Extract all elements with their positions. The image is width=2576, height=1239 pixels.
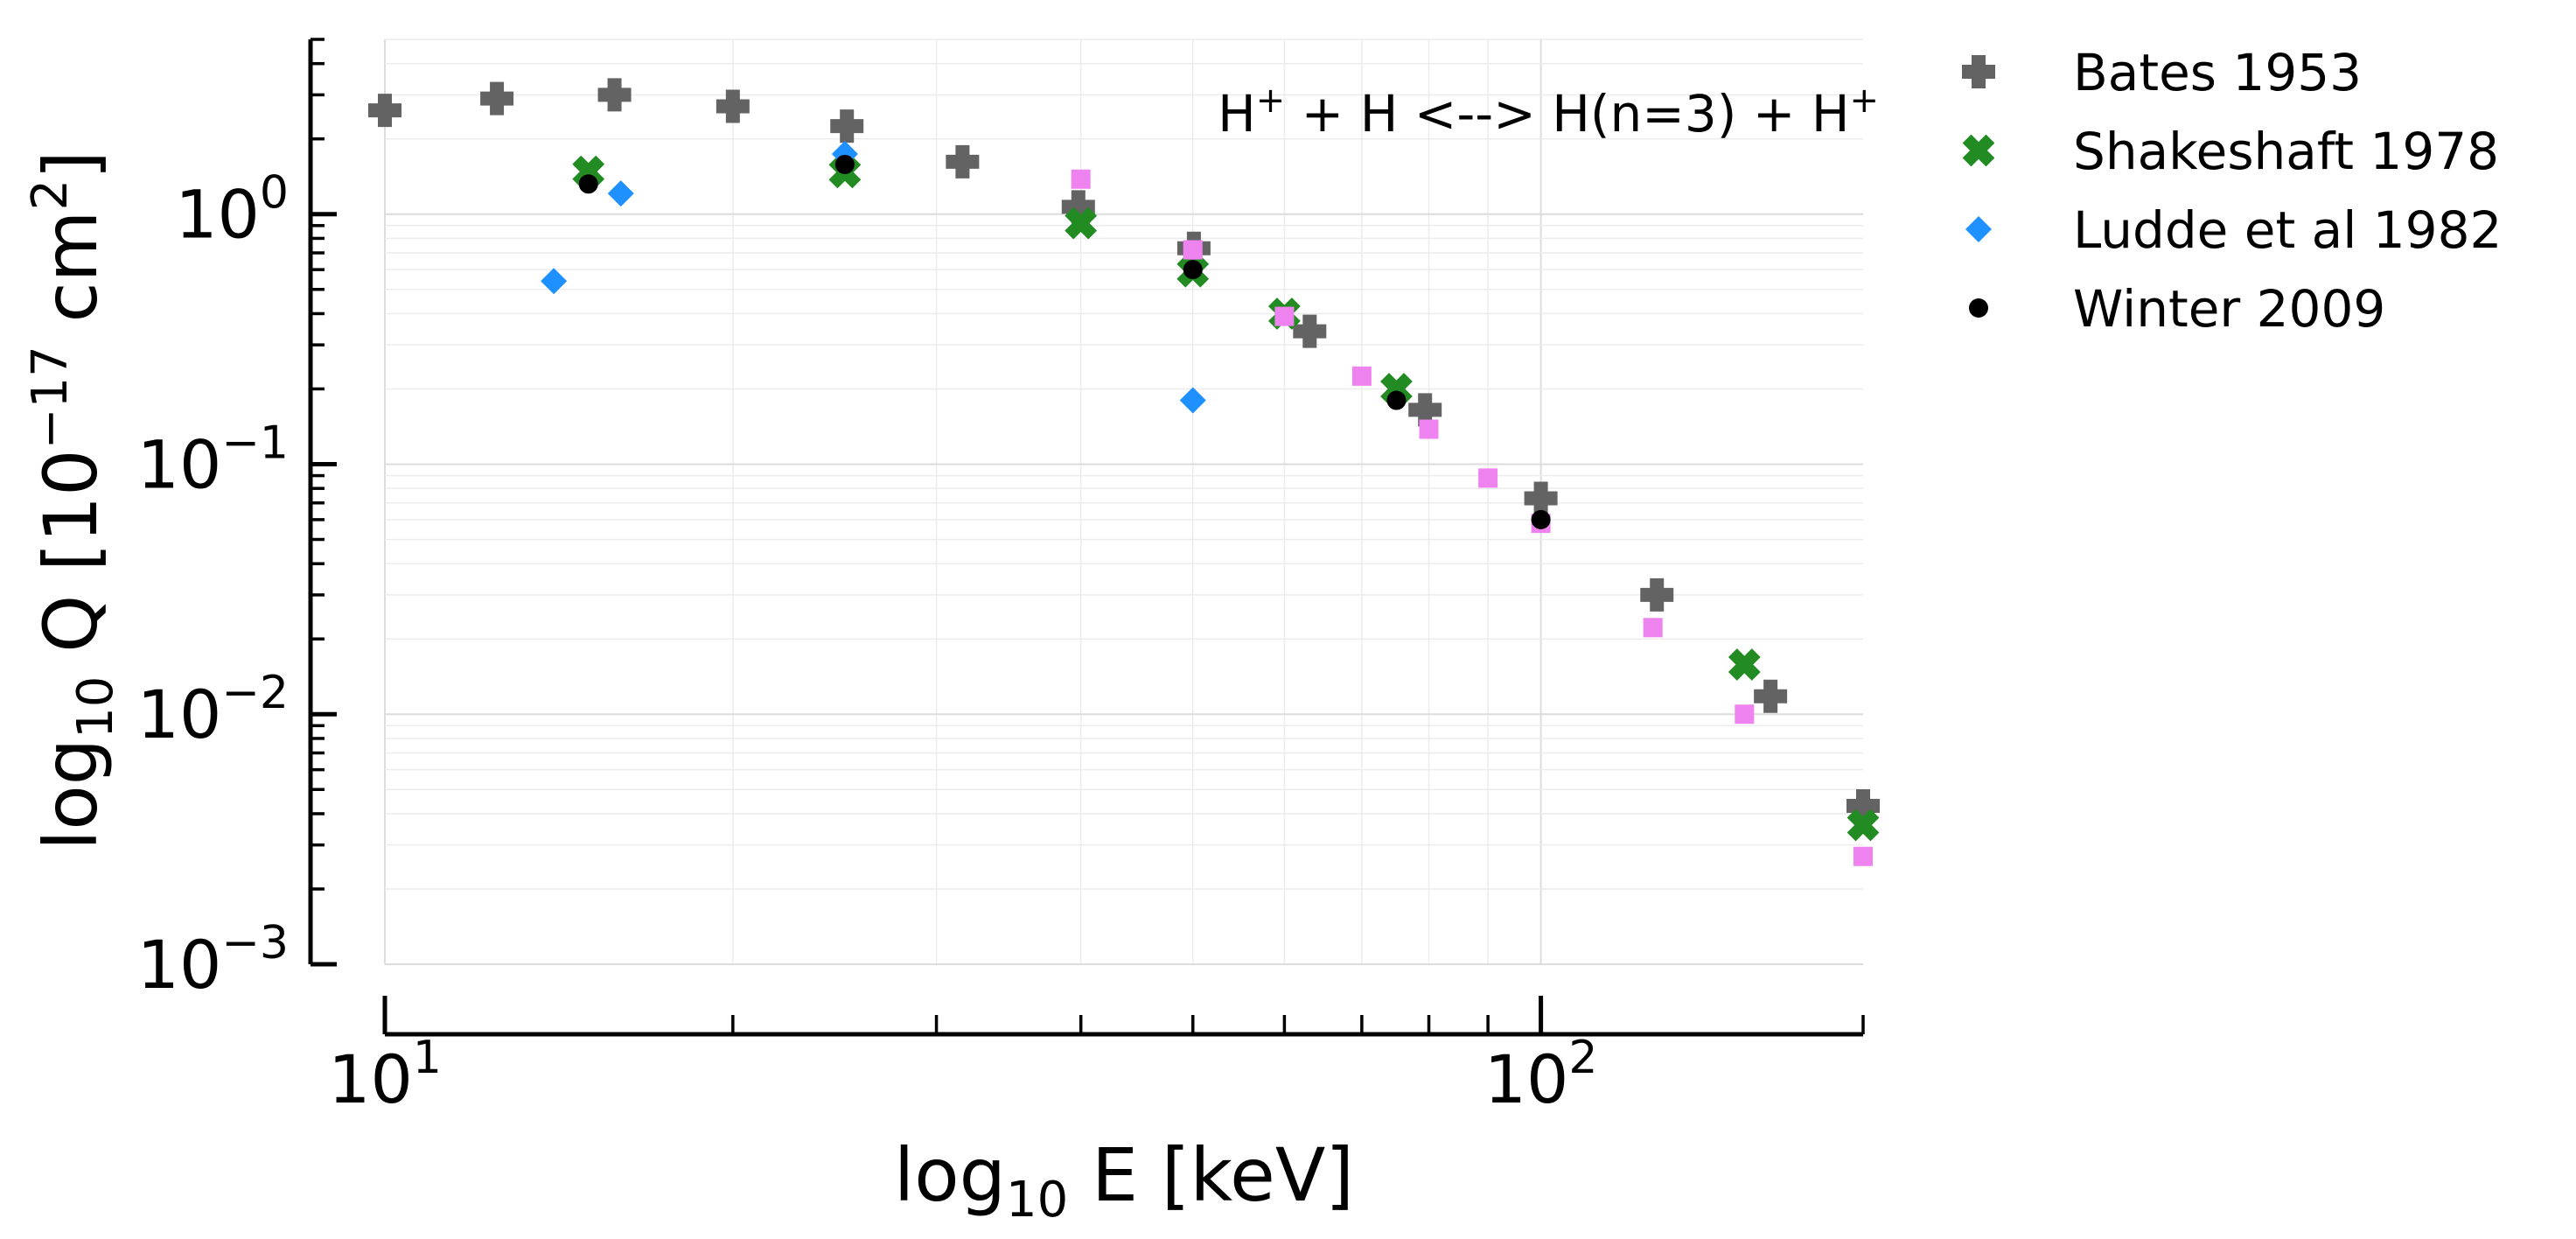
data-point — [1735, 704, 1755, 724]
data-point — [1754, 679, 1788, 713]
data-point — [1183, 260, 1203, 280]
data-point — [597, 78, 632, 112]
data-point — [607, 180, 634, 207]
grid — [384, 38, 1863, 965]
data-point — [1728, 648, 1761, 681]
legend-marker — [1965, 216, 1992, 242]
data-point — [1524, 481, 1558, 515]
data-point-shape — [1846, 808, 1880, 842]
y-tick-label: 10−2 — [137, 667, 289, 753]
y-tick-label: 10−1 — [137, 416, 289, 503]
series-ludde-et-al-1982 — [541, 140, 1206, 414]
data-point — [1846, 808, 1880, 842]
data-point — [1478, 468, 1498, 488]
data-point — [830, 109, 864, 144]
y-axis-title-group: log10 Q [10−17 cm2] — [22, 150, 124, 850]
legend-entry: Winter 2009 — [1969, 279, 2385, 339]
data-point — [1071, 169, 1091, 189]
data-point — [1386, 390, 1407, 410]
legend-label: Bates 1953 — [2073, 43, 2362, 102]
series-winter-2009 — [578, 154, 1551, 529]
data-point — [1351, 366, 1372, 386]
data-point — [946, 144, 980, 178]
x-tick-label: 101 — [328, 1032, 442, 1118]
legend-marker — [1962, 55, 1995, 88]
data-point — [578, 174, 598, 194]
legend-label: Ludde et al 1982 — [2073, 200, 2502, 260]
data-point — [1531, 509, 1551, 529]
data-point — [1853, 846, 1873, 866]
data-point — [480, 81, 514, 116]
y-tick-label: 100 — [175, 167, 289, 254]
legend-entry: Shakeshaft 1978 — [1962, 122, 2499, 181]
legend-marker-shape — [1962, 134, 1995, 167]
series-bates-1953 — [368, 78, 1880, 822]
legend-entry: Bates 1953 — [1962, 43, 2362, 102]
legend-marker — [1969, 298, 1988, 318]
legend-label: Winter 2009 — [2073, 279, 2385, 339]
legend-entry: Ludde et al 1982 — [1965, 200, 2502, 260]
data-point — [1408, 393, 1442, 427]
data-point — [716, 89, 750, 123]
y-tick-label: 10−3 — [137, 917, 289, 1004]
data-point — [541, 268, 568, 295]
y-axis-title: log10 Q [10−17 cm2] — [22, 150, 124, 850]
legend: Bates 1953 Shakeshaft 1978 Ludde et al 198… — [1962, 43, 2502, 339]
legend-marker — [1962, 134, 1995, 167]
data-point — [1065, 206, 1098, 240]
data-point — [1183, 240, 1203, 260]
labels: 100 10−1 10−2 10−3 101 102 log10 E [keV] log10 … — [22, 80, 1879, 1228]
axes — [308, 38, 1865, 1037]
data-point — [1293, 314, 1327, 348]
data-point — [1274, 306, 1295, 326]
x-axis-title: log10 E [keV] — [894, 1132, 1354, 1228]
data-point — [1846, 788, 1880, 822]
series-unlabeled — [1071, 169, 1873, 866]
legend-label: Shakeshaft 1978 — [2073, 122, 2499, 181]
data-point-shape — [1065, 206, 1098, 240]
plot-area — [368, 78, 1880, 866]
data-point — [834, 154, 855, 174]
data-point — [1419, 419, 1439, 439]
data-point-shape — [1728, 648, 1761, 681]
data-point — [1640, 578, 1674, 612]
data-point — [1179, 387, 1206, 414]
x-tick-label: 102 — [1484, 1032, 1598, 1118]
data-point — [368, 94, 401, 128]
data-point — [1643, 618, 1663, 638]
reaction-annotation: H+ + H <--> H(n=3) + H+ — [1218, 80, 1879, 144]
data-point — [1061, 190, 1095, 224]
